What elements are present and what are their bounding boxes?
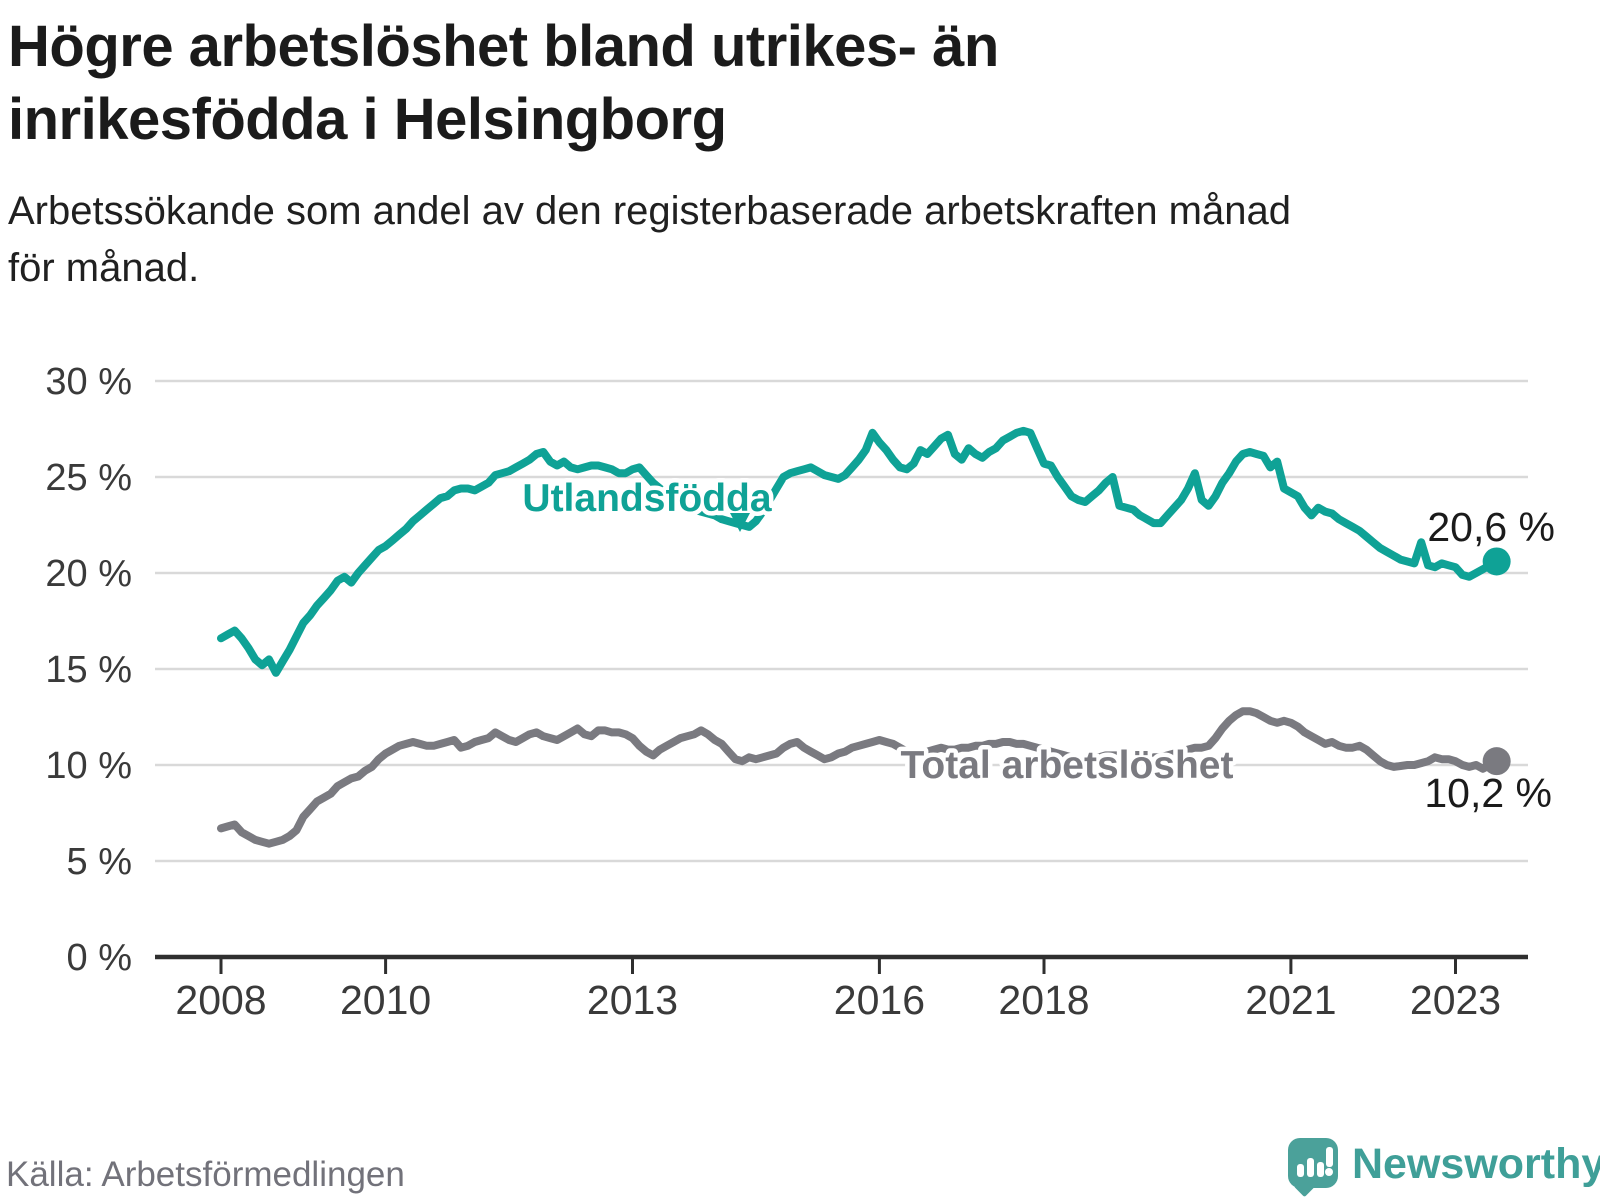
title-line-1: Högre arbetslöshet bland utrikes- än [8,14,999,79]
bar-chart-glyph [1317,1162,1324,1177]
line-utlandsfodda [217,426,1501,677]
x-axis-tick-label: 2023 [1410,977,1501,1023]
series-label-total-arbetsloshet: Total arbetslöshet [900,744,1233,787]
y-axis-tick-label: 0 % [67,937,132,979]
end-value-label-total: 10,2 % [1424,770,1552,816]
newsworthy-wordmark: Newsworthy [1352,1140,1600,1188]
y-axis-tick-label: 5 % [67,841,132,883]
newsworthy-logo: Newsworthy [1288,1138,1600,1200]
y-axis-tick-label: 30 % [45,361,132,403]
newsworthy-logo-icon [1288,1138,1338,1188]
exclamation-icon [1326,1147,1333,1167]
end-dot-utlandsfodda [1482,547,1511,576]
bar-chart-glyph [1307,1158,1314,1177]
x-axis-tick-label: 2008 [175,977,266,1023]
end-dot-total [1482,747,1511,776]
x-axis-tick-label: 2013 [587,977,678,1023]
subtitle-line-2: för månad. [8,246,200,290]
x-axis-tick-label: 2016 [834,977,925,1023]
label-pointer-icon [730,513,750,532]
subtitle-line-1: Arbetssökande som andel av den registerb… [8,189,1291,233]
end-value-label-utlandsfodda: 20,6 % [1427,504,1555,550]
line-total-arbetsloshet [217,707,1501,848]
y-axis-tick-label: 25 % [45,457,132,499]
source-note: Källa: Arbetsförmedlingen [6,1155,405,1194]
y-axis-tick-label: 15 % [45,649,132,691]
y-axis-tick-label: 10 % [45,745,132,787]
x-axis-tick-label: 2010 [340,977,431,1023]
x-axis-tick-label: 2018 [998,977,1089,1023]
bar-chart-glyph [1297,1164,1304,1177]
chart-subtitle: Arbetssökande som andel av den registerb… [8,183,1568,297]
page-title: Högre arbetslöshet bland utrikes- än inr… [8,10,1368,156]
x-axis-tick-label: 2021 [1245,977,1336,1023]
exclamation-icon [1325,1168,1333,1176]
series-label-utlandsfodda: Utlandsfödda [522,477,771,520]
y-axis-tick-label: 20 % [45,553,132,595]
title-line-2: inrikesfödda i Helsingborg [8,87,727,152]
